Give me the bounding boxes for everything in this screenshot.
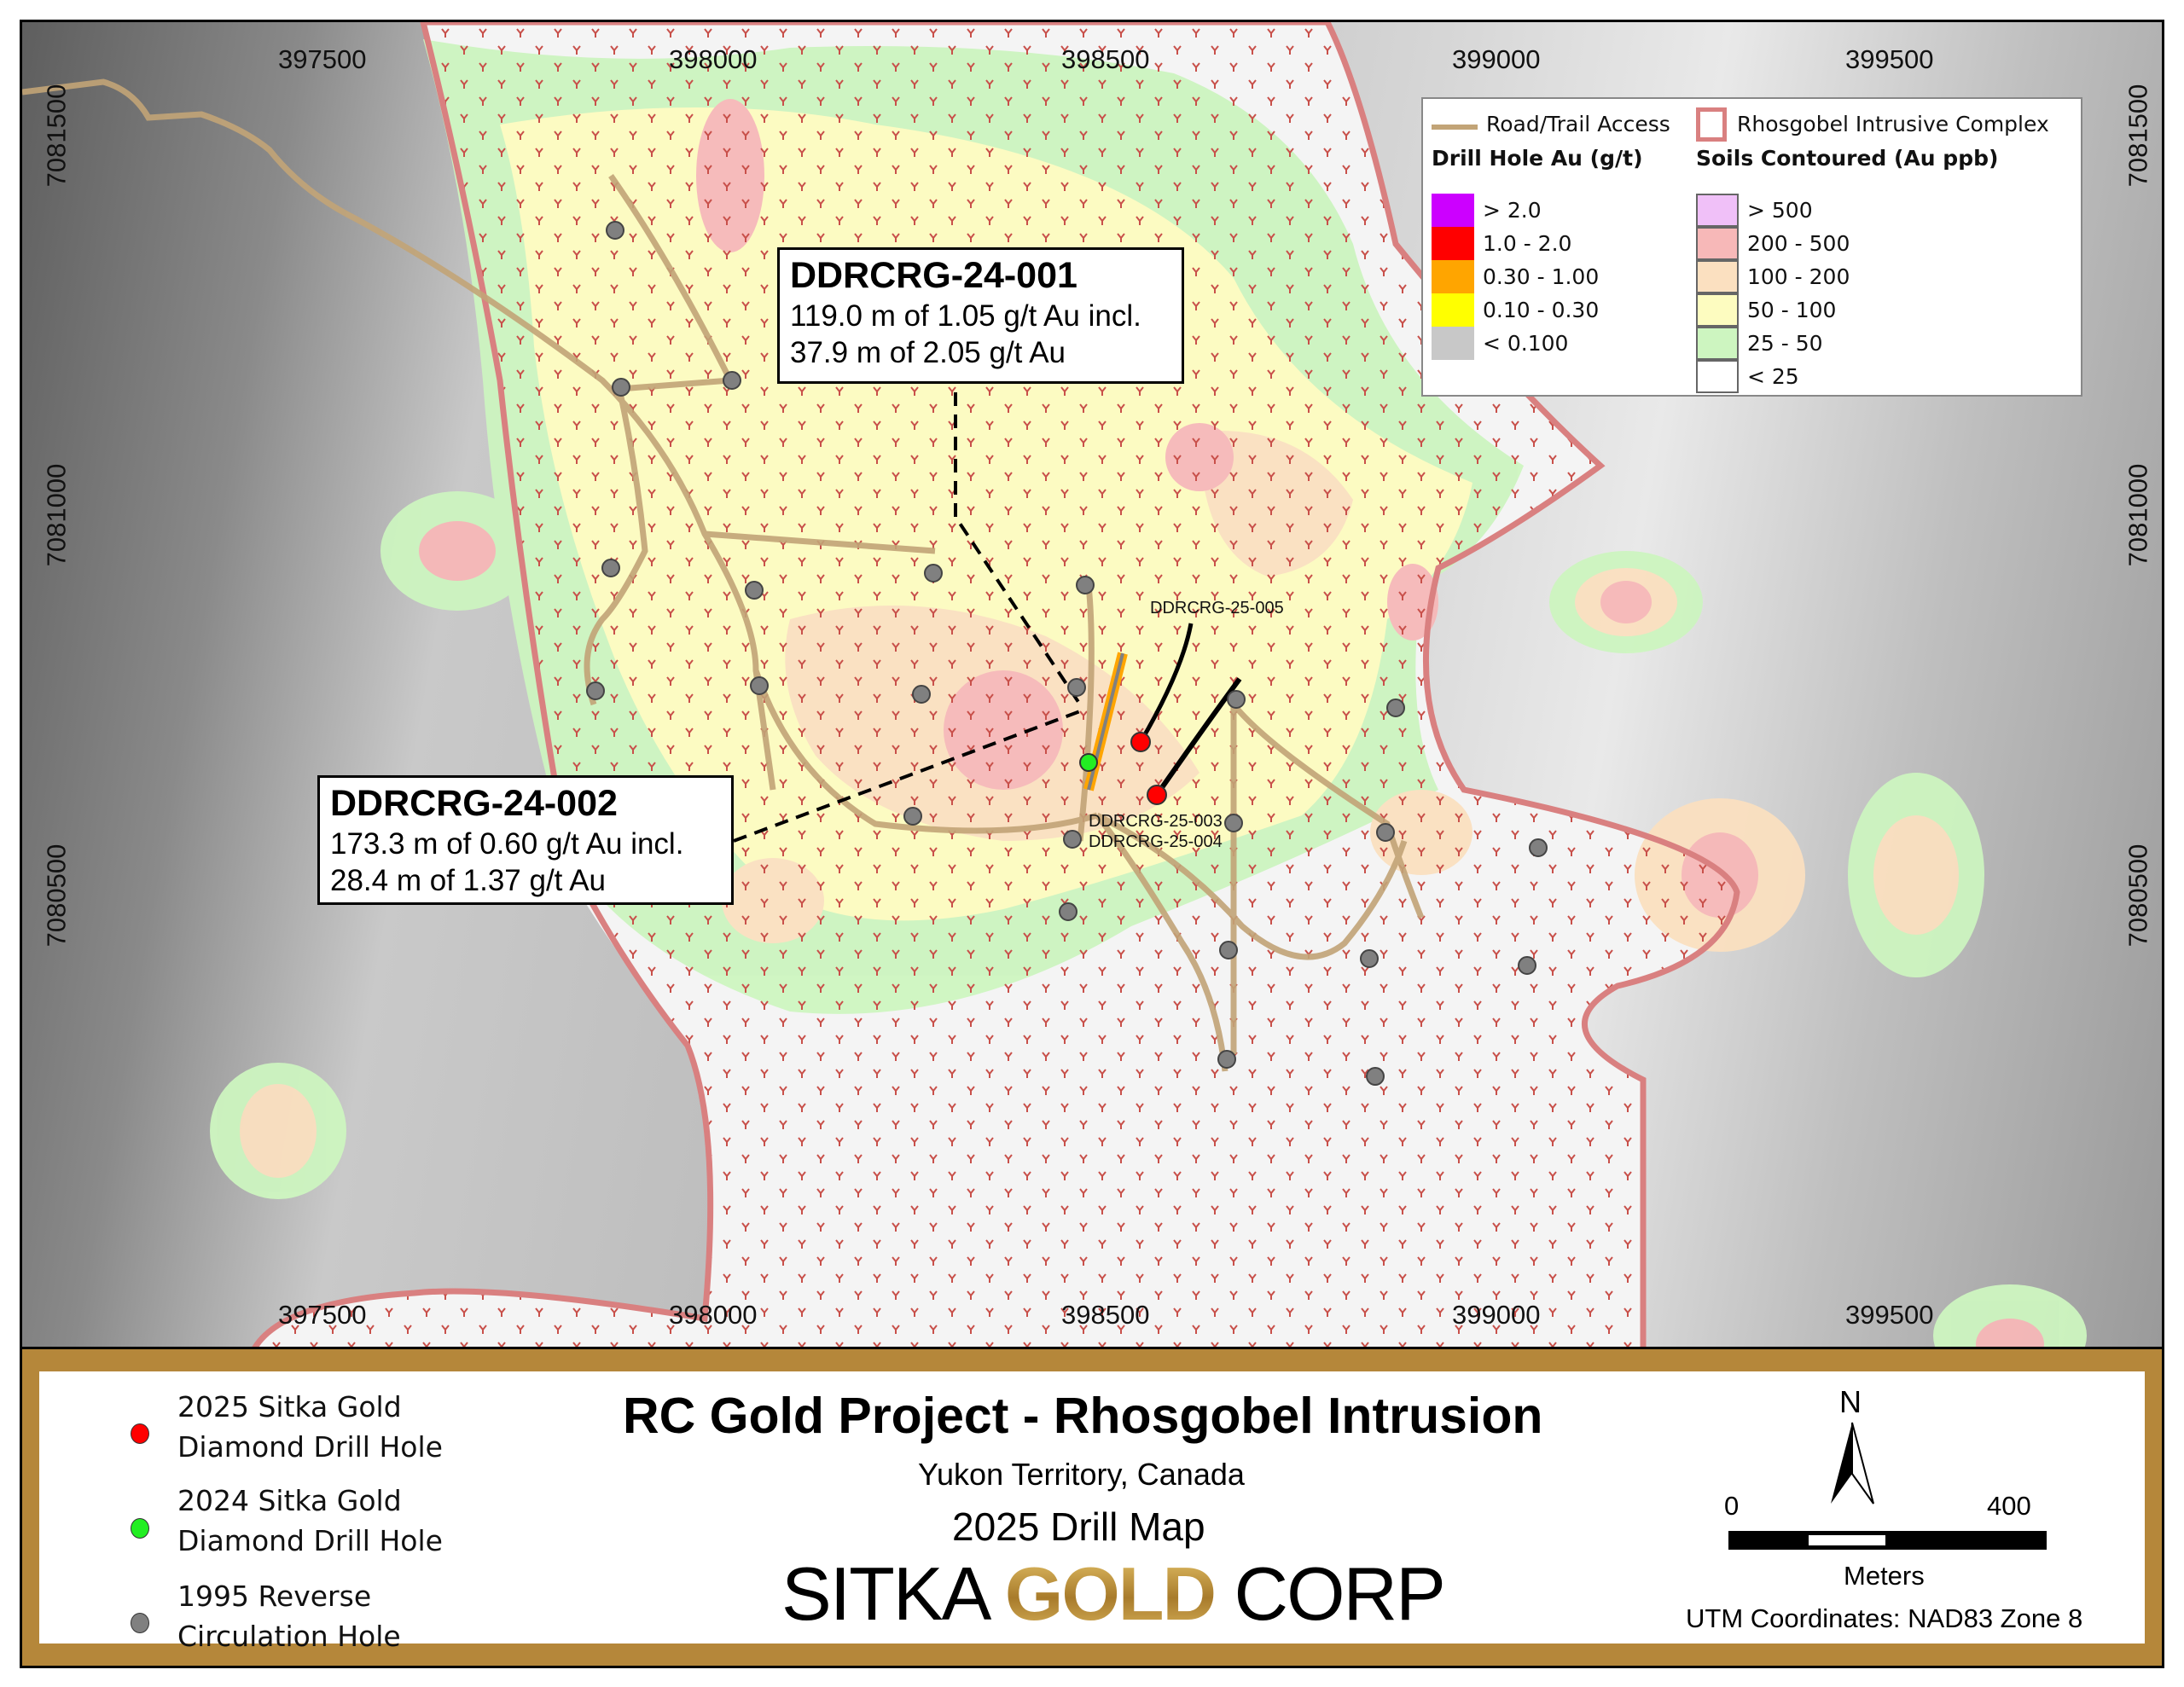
- callout-ddrcrg-24-002: DDRCRG-24-002 173.3 m of 0.60 g/t Au inc…: [317, 775, 734, 905]
- soil-class-label: 100 - 200: [1747, 264, 1850, 289]
- scale-unit: Meters: [1844, 1561, 1925, 1591]
- scale-bar-segment: [1809, 1535, 1885, 1545]
- hole-label-25-004: DDRCRG-25-004: [1089, 832, 1223, 851]
- map-title: RC Gold Project - Rhosgobel Intrusion: [623, 1388, 1543, 1444]
- callout-ddrcrg-24-001: DDRCRG-24-001 119.0 m of 1.05 g/t Au inc…: [777, 247, 1184, 384]
- x-tick-top-1: 397500: [278, 44, 367, 74]
- soil-class-label: < 25: [1747, 364, 1799, 389]
- road-legend-line: [1432, 125, 1478, 130]
- callout-line: 119.0 m of 1.05 g/t Au incl.: [790, 299, 1141, 333]
- y-tick-right-3: 7080500: [2123, 844, 2153, 948]
- soil-swatch-50-100: [1696, 293, 1739, 327]
- north-label: N: [1839, 1384, 1862, 1419]
- callout-line: 28.4 m of 1.37 g/t Au: [330, 864, 606, 897]
- key-2024: 2024 Sitka Gold Diamond Drill Hole: [177, 1481, 443, 1561]
- utm-coords: UTM Coordinates: NAD83 Zone 8: [1686, 1603, 2083, 1633]
- key-label: Diamond Drill Hole: [177, 1524, 443, 1557]
- y-tick-right-1: 7081500: [2123, 84, 2153, 188]
- hole-label-25-005: DDRCRG-25-005: [1150, 599, 1284, 617]
- key-label: 2024 Sitka Gold: [177, 1484, 402, 1517]
- scale-min: 0: [1724, 1491, 1740, 1521]
- soil-swatch-gt500: [1696, 194, 1739, 227]
- hole-label-25-003: DDRCRG-25-003: [1089, 812, 1223, 831]
- soil-class-label: 25 - 50: [1747, 331, 1823, 356]
- soil-swatch-100-200: [1696, 260, 1739, 293]
- x-tick-bottom-1: 397500: [278, 1300, 367, 1330]
- map-legend: Road/Trail Access Rhosgobel Intrusive Co…: [1421, 97, 2082, 397]
- x-tick-top-4: 399000: [1452, 44, 1541, 74]
- scale-bar: [1728, 1531, 2047, 1550]
- intrusion-legend-swatch: [1696, 107, 1727, 142]
- y-tick-left-2: 7081000: [41, 463, 72, 567]
- logo-text: CORP: [1215, 1551, 1446, 1636]
- collar-25-005: [1130, 732, 1151, 752]
- callout-title: DDRCRG-24-001: [790, 255, 1077, 296]
- map-subtitle: Yukon Territory, Canada: [918, 1457, 1245, 1492]
- logo-gold-text: GOLD: [1004, 1551, 1217, 1636]
- drill-swatch-1-2: [1432, 227, 1474, 260]
- collar-2024: [1079, 753, 1098, 772]
- title-block-inner: 2025 Sitka Gold Diamond Drill Hole 2024 …: [39, 1371, 2145, 1653]
- key-label: Circulation Hole: [177, 1620, 401, 1653]
- green-dot-icon: [131, 1518, 149, 1539]
- scale-max: 400: [1987, 1491, 2031, 1521]
- drill-trace-25-005: [1138, 623, 1194, 744]
- key-label: Diamond Drill Hole: [177, 1430, 443, 1464]
- road-network: [22, 78, 1425, 1072]
- soil-legend-header: Soils Contoured (Au ppb): [1696, 146, 1999, 171]
- rc-holes-1995: [586, 221, 1548, 1086]
- logo-text: SITKA: [781, 1551, 1005, 1636]
- drill-class-label: > 2.0: [1483, 198, 1542, 223]
- road-legend-label: Road/Trail Access: [1486, 112, 1670, 136]
- callout-line: 37.9 m of 2.05 g/t Au: [790, 336, 1066, 369]
- drill-trace-25-003-004: [1154, 677, 1242, 797]
- drill-class-label: 0.10 - 0.30: [1483, 298, 1600, 322]
- intrusion-legend-label: Rhosgobel Intrusive Complex: [1737, 112, 2049, 136]
- key-label: 1995 Reverse: [177, 1580, 372, 1613]
- drill-class-label: < 0.100: [1483, 331, 1569, 356]
- callout-leader-24-002: [733, 710, 1081, 843]
- key-2025: 2025 Sitka Gold Diamond Drill Hole: [177, 1387, 443, 1467]
- soil-class-label: 50 - 100: [1747, 298, 1837, 322]
- north-arrow-icon: [1831, 1422, 1874, 1504]
- callout-leader-24-001: [954, 392, 1082, 706]
- soil-swatch-25-50: [1696, 327, 1739, 360]
- x-tick-top-3: 398500: [1061, 44, 1150, 74]
- sitka-gold-logo: SITKA GOLD CORP: [781, 1551, 1446, 1638]
- drill-legend-header: Drill Hole Au (g/t): [1432, 146, 1643, 171]
- callout-title: DDRCRG-24-002: [330, 783, 618, 824]
- intrusion-outline: [252, 22, 1740, 1347]
- y-tick-left-3: 7080500: [41, 844, 72, 948]
- y-tick-left-1: 7081500: [41, 84, 72, 188]
- x-tick-top-2: 398000: [669, 44, 758, 74]
- y-tick-right-2: 7081000: [2123, 463, 2153, 567]
- collar-25-003-004: [1147, 785, 1167, 805]
- key-1995: 1995 Reverse Circulation Hole: [177, 1576, 401, 1656]
- soil-class-label: 200 - 500: [1747, 231, 1850, 256]
- drill-swatch-01-03: [1432, 293, 1474, 327]
- drill-class-label: 1.0 - 2.0: [1483, 231, 1572, 256]
- soil-class-label: > 500: [1747, 198, 1813, 223]
- drill-swatch-lt01: [1432, 327, 1474, 360]
- drill-class-label: 0.30 - 1.00: [1483, 264, 1600, 289]
- map-canvas: [22, 22, 2087, 1347]
- x-tick-top-5: 399500: [1845, 44, 1934, 74]
- title-block: 2025 Sitka Gold Diamond Drill Hole 2024 …: [20, 1349, 2164, 1668]
- x-tick-bottom-5: 399500: [1845, 1300, 1934, 1330]
- drill-swatch-gt2: [1432, 194, 1474, 227]
- map-name: 2025 Drill Map: [952, 1504, 1205, 1549]
- key-label: 2025 Sitka Gold: [177, 1390, 402, 1423]
- soil-swatch-200-500: [1696, 227, 1739, 260]
- x-tick-bottom-4: 399000: [1452, 1300, 1541, 1330]
- gray-dot-icon: [131, 1613, 149, 1633]
- x-tick-bottom-2: 398000: [669, 1300, 758, 1330]
- drill-swatch-03-1: [1432, 260, 1474, 293]
- x-tick-bottom-3: 398500: [1061, 1300, 1150, 1330]
- soil-swatch-lt25: [1696, 360, 1739, 393]
- callout-line: 173.3 m of 0.60 g/t Au incl.: [330, 827, 684, 861]
- red-dot-icon: [131, 1423, 149, 1444]
